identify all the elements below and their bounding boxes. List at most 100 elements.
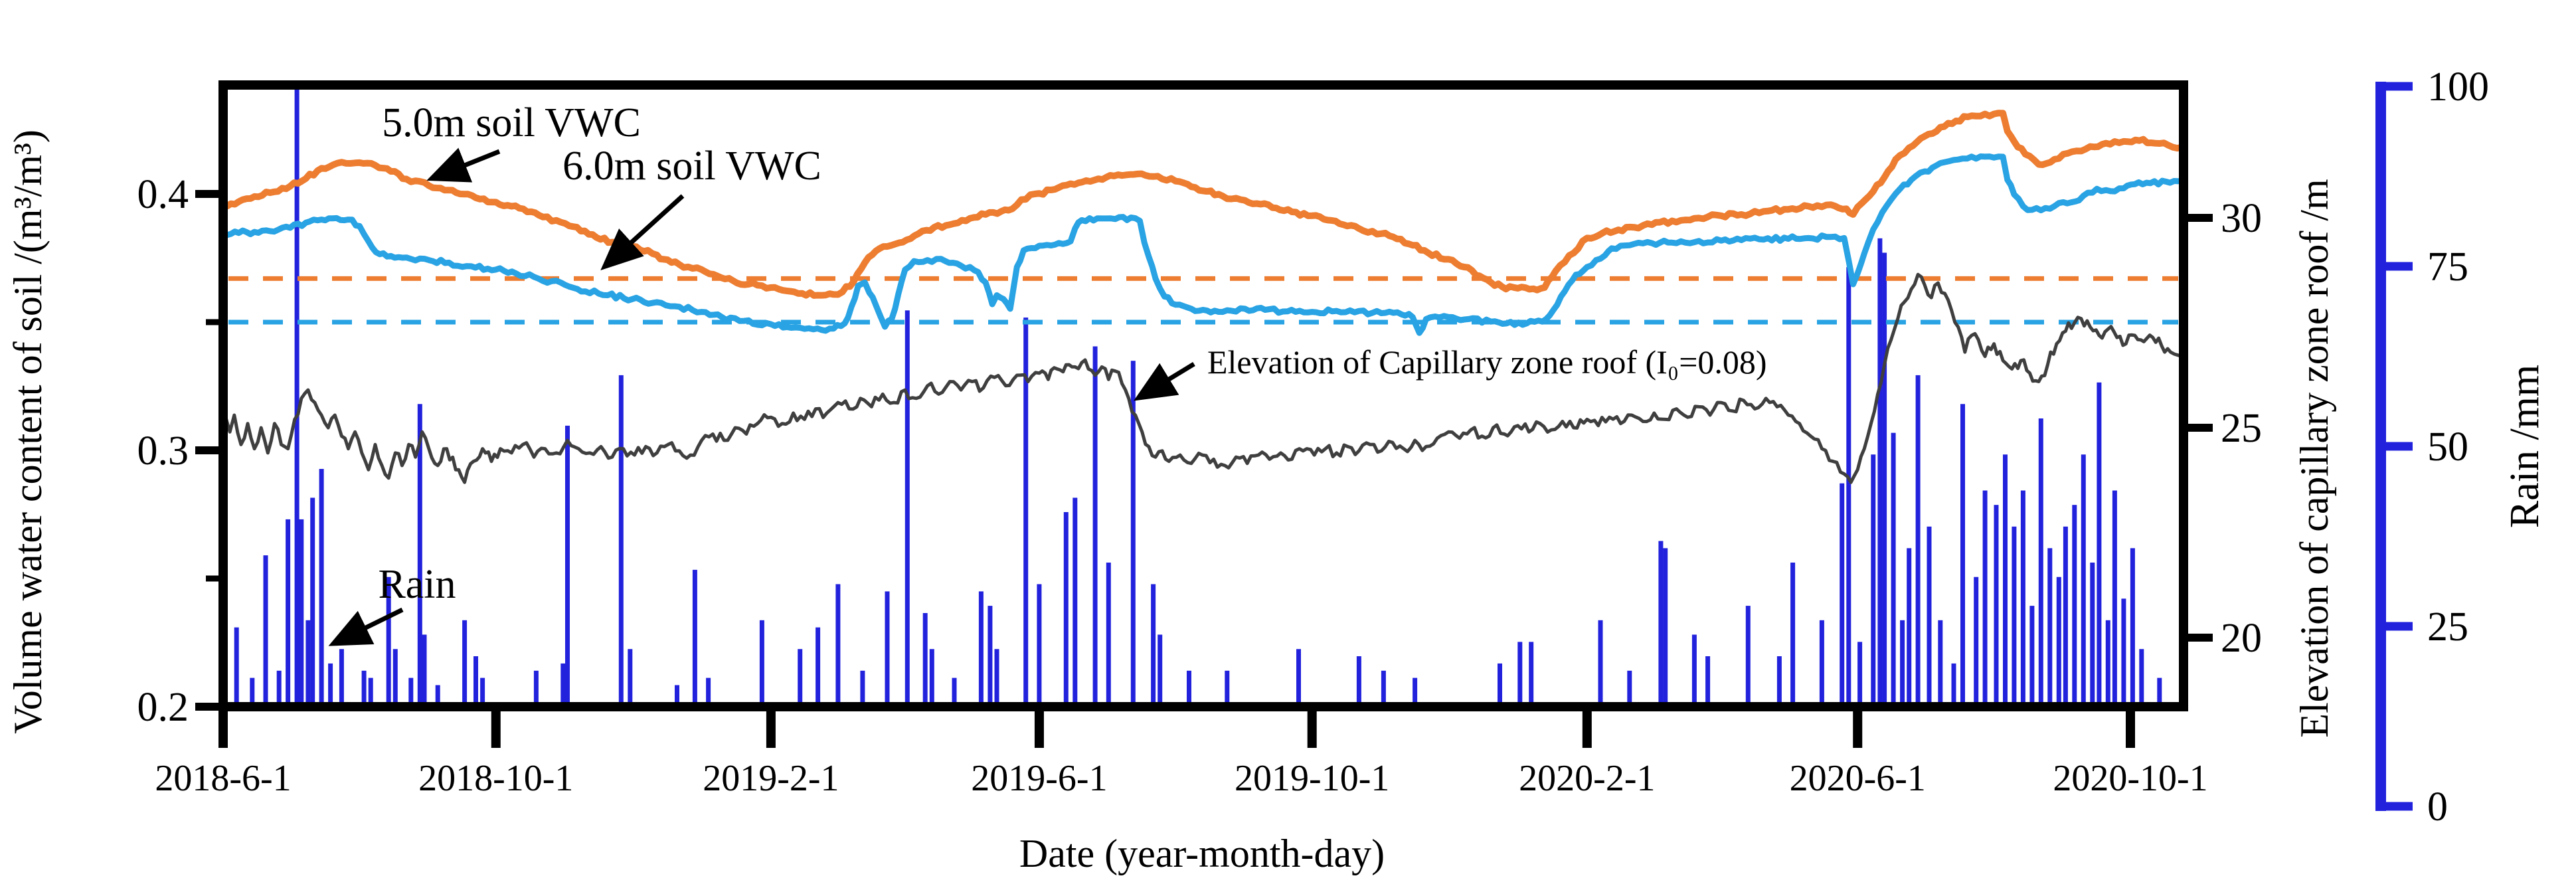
rain-bar: [473, 656, 478, 705]
rain-bar: [2157, 677, 2162, 705]
rain-bar: [1663, 548, 1668, 705]
rain-bar: [1907, 548, 1912, 705]
rain-bar: [952, 677, 957, 705]
rain-axis-title: Rain /mm: [2502, 365, 2547, 528]
rain-bar: [628, 649, 633, 705]
rain-bar: [1745, 606, 1751, 705]
callout-6m-vwc-arrow: [600, 194, 685, 271]
rain-bar: [319, 469, 324, 705]
rain-bar: [1927, 526, 1932, 705]
rain-bar: [885, 591, 890, 705]
rain-bar: [2003, 454, 2008, 705]
rain-bar: [408, 677, 414, 705]
series-line-Elevation: [226, 272, 2182, 484]
line-series-group: [226, 110, 2182, 484]
rain-bar: [2047, 548, 2053, 705]
rain-bar: [860, 670, 865, 705]
rain-bar: [1877, 238, 1883, 705]
rain-bar: [835, 584, 841, 705]
rain-bar: [1982, 490, 1988, 705]
x-tick-label: 2020-6-1: [1790, 758, 1926, 799]
rain-bar: [276, 670, 282, 705]
y-left-axis-title: Volume water content of soil /(m³/m³): [6, 130, 50, 734]
rain-bar: [1994, 505, 1999, 705]
rain-bar: [1960, 404, 1965, 705]
rain-bar: [706, 677, 711, 705]
rain-bar: [310, 497, 315, 705]
rain-bar: [1951, 663, 1956, 705]
rain-bar: [1130, 361, 1136, 705]
rain-bar: [2056, 577, 2061, 705]
rain-bar: [1627, 670, 1632, 705]
rain-bar: [2105, 620, 2110, 705]
rain-bar: [1840, 483, 1845, 705]
rain-tick-label: 100: [2427, 64, 2489, 110]
x-tick-label: 2019-6-1: [971, 758, 1107, 799]
x-tick-label: 2019-2-1: [703, 758, 839, 799]
series-line-6.0m: [226, 153, 2182, 336]
rain-tick-label: 0: [2427, 784, 2448, 830]
rain-bar: [263, 555, 268, 705]
rain-bar: [1092, 346, 1098, 705]
rain-bar: [2081, 454, 2086, 705]
rain-bar: [1106, 563, 1111, 705]
rain-bar: [675, 685, 679, 705]
rain-bar: [417, 404, 422, 705]
rain-bar: [2063, 526, 2068, 705]
rain-bar: [1846, 267, 1851, 705]
axes-ticks-group: 0.2 0.3 0.4 20 25 30 2018-6-1 2018-10-1 2019-2-1…: [137, 64, 2490, 830]
y-left-tick-label: 0.4: [137, 172, 189, 217]
rain-bar: [2029, 606, 2035, 705]
rain-bar: [1776, 656, 1782, 705]
rain-bar: [2097, 382, 2102, 705]
y-left-tick-label: 0.3: [137, 428, 189, 474]
rain-bar: [1517, 642, 1523, 705]
rain-bar: [1891, 432, 1896, 705]
rain-bar: [368, 677, 373, 705]
rain-bar: [462, 620, 468, 705]
rain-bar: [922, 613, 928, 705]
rain-bar: [533, 670, 539, 705]
callout-elevation-label: Elevation of Capillary zone roof (I₀=0.0…: [1207, 343, 1767, 381]
rain-bar: [299, 519, 304, 705]
rain-bar: [250, 677, 255, 705]
rain-bar: [565, 425, 570, 705]
y-right-axis-title: Elevation of capillary zone roof /m: [2292, 179, 2336, 737]
rain-bar: [234, 627, 239, 705]
rain-bar: [2130, 548, 2135, 705]
rain-bar: [1871, 454, 1876, 705]
x-tick-label: 2019-10-1: [1235, 758, 1389, 799]
rain-bar: [692, 569, 697, 705]
rain-bar: [305, 620, 311, 705]
x-tick-label: 2018-10-1: [418, 758, 573, 799]
callout-rain-label: Rain: [378, 562, 456, 607]
rain-bar-series: [234, 88, 2162, 705]
rain-bar: [2121, 598, 2126, 705]
series-line-5.0m: [226, 110, 2182, 299]
rain-bar: [1158, 634, 1163, 705]
y-right-tick-label: 25: [2221, 406, 2262, 451]
rain-bar: [1705, 656, 1711, 705]
rain-bar: [929, 649, 934, 705]
rain-bar: [480, 677, 485, 705]
rain-tick-label: 25: [2427, 604, 2468, 650]
callout-6m-vwc-label: 6.0m soil VWC: [562, 143, 821, 189]
rain-bar: [2038, 418, 2043, 705]
rain-bar: [1598, 620, 1603, 705]
rain-bar: [759, 620, 764, 705]
rain-bar: [1381, 670, 1386, 705]
y-right-tick-label: 20: [2221, 616, 2262, 661]
x-tick-label: 2020-2-1: [1519, 758, 1655, 799]
rain-bar: [1658, 541, 1664, 705]
rain-bar: [294, 88, 300, 705]
rain-bar: [1938, 620, 1943, 705]
rain-bar: [1691, 634, 1697, 705]
rain-bar: [286, 519, 291, 705]
rain-bar: [1037, 584, 1042, 705]
rain-bar: [618, 375, 624, 705]
rain-bar: [1225, 670, 1230, 705]
rain-bar: [422, 634, 427, 705]
rain-bar: [904, 310, 910, 705]
rain-bar: [978, 591, 984, 705]
rain-bar: [560, 663, 566, 705]
